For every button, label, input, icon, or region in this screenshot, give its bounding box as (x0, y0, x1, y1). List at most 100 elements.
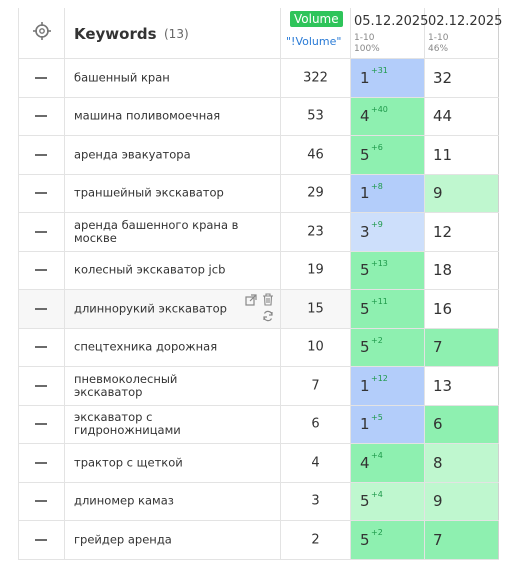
remove-keyword-icon[interactable] (35, 538, 47, 541)
table-row: пневмоколесный экскаватор 7 1 +12 13 (19, 367, 499, 406)
position-cell[interactable]: 5 +13 (351, 251, 425, 289)
position-cell[interactable]: 7 (425, 328, 499, 366)
table-row: трактор с щеткой 4 4 +4 8 (19, 444, 499, 483)
remove-keyword-icon[interactable] (35, 192, 47, 195)
position-cell[interactable]: 5 +6 (351, 136, 425, 174)
remove-keyword-icon[interactable] (35, 230, 47, 233)
table-row: длиномер камаз 3 5 +4 9 (19, 482, 499, 521)
position-cell[interactable]: 16 (425, 290, 499, 328)
position-cell[interactable]: 1 +12 (351, 367, 425, 405)
position-change: +12 (371, 374, 388, 383)
remove-keyword-icon[interactable] (35, 153, 47, 156)
refresh-icon[interactable] (262, 310, 274, 322)
keyword-text: спецтехника дорожная (74, 339, 218, 354)
position-cell[interactable]: 1 +8 (351, 174, 425, 212)
position-cell[interactable]: 5 +11 (351, 290, 425, 328)
keyword-text: длиномер камаз (74, 493, 174, 508)
position-cell[interactable]: 3 +9 (351, 213, 425, 251)
position-cell[interactable]: 4 +40 (351, 97, 425, 135)
date-column-header-1[interactable]: 05.12.2025 1-10 100% (351, 8, 429, 58)
position-cell[interactable]: 13 (425, 367, 499, 405)
keyword-text: длиннорукий экскаватор (74, 301, 227, 316)
table-row: траншейный экскаватор 29 1 +8 9 (19, 174, 499, 213)
remove-keyword-icon[interactable] (35, 269, 47, 272)
date-column-header-2[interactable]: 02.12.2025 1-10 46% (425, 8, 502, 58)
position-cell[interactable]: 1 +31 (351, 59, 425, 97)
exact-volume-link[interactable]: "!Volume" (286, 35, 342, 48)
volume-value: 53 (307, 108, 324, 124)
position-value: 32 (433, 68, 453, 87)
position-value: 16 (433, 299, 453, 318)
position-value: 13 (433, 376, 453, 395)
volume-value: 46 (307, 147, 324, 163)
position-cell[interactable]: 7 (425, 521, 499, 559)
volume-value: 322 (303, 70, 328, 86)
position-cell[interactable]: 32 (425, 59, 499, 97)
table-row: экскаватор с гидроножницами 6 1 +5 6 (19, 405, 499, 444)
position-value: 4 (360, 107, 370, 126)
keyword-text: колесный экскаватор jcb (74, 262, 226, 277)
keyword-text: машина поливомоечная (74, 108, 221, 123)
table-row: длиннорукий экскаватор 15 5 +11 16 (19, 290, 499, 329)
position-change: +9 (371, 220, 383, 229)
volume-value: 19 (307, 262, 324, 278)
volume-value: 4 (311, 455, 320, 471)
remove-keyword-icon[interactable] (35, 500, 47, 503)
position-change: +13 (371, 258, 388, 268)
position-cell[interactable]: 9 (425, 482, 499, 520)
remove-keyword-icon[interactable] (35, 384, 47, 387)
position-value: 7 (433, 530, 443, 549)
position-cell[interactable]: 5 +4 (351, 482, 425, 520)
position-change: +4 (371, 451, 383, 460)
volume-value: 7 (311, 378, 320, 394)
position-cell[interactable]: 8 (425, 444, 499, 482)
keyword-text: башенный кран (74, 70, 170, 85)
remove-keyword-icon[interactable] (35, 423, 47, 426)
date-range-label: 1-10 (428, 33, 449, 43)
position-value: 1 (360, 68, 370, 87)
keyword-text: экскаватор с гидроножницами (74, 410, 181, 438)
position-cell[interactable]: 12 (425, 213, 499, 251)
table-row: машина поливомоечная 53 4 +40 44 (19, 97, 499, 136)
remove-keyword-icon[interactable] (35, 76, 47, 79)
trash-icon[interactable] (262, 293, 274, 306)
position-value: 3 (360, 222, 370, 241)
position-cell[interactable]: 5 +2 (351, 328, 425, 366)
remove-keyword-icon[interactable] (35, 115, 47, 118)
position-cell[interactable]: 5 +2 (351, 521, 425, 559)
table-row: грейдер аренда 2 5 +2 7 (19, 521, 499, 560)
keyword-text: траншейный экскаватор (74, 185, 224, 200)
position-value: 4 (360, 453, 370, 472)
position-value: 5 (360, 338, 370, 357)
volume-sort-button[interactable]: Volume (290, 11, 343, 27)
position-cell[interactable]: 1 +5 (351, 405, 425, 443)
remove-keyword-icon[interactable] (35, 346, 47, 349)
position-cell[interactable]: 6 (425, 405, 499, 443)
table-row: колесный экскаватор jcb 19 5 +13 18 (19, 251, 499, 290)
position-value: 11 (433, 145, 453, 164)
position-value: 18 (433, 261, 453, 280)
position-cell[interactable]: 44 (425, 97, 499, 135)
date-label: 05.12.2025 (354, 14, 429, 29)
position-cell[interactable]: 11 (425, 136, 499, 174)
position-cell[interactable]: 4 +4 (351, 444, 425, 482)
position-value: 1 (360, 184, 370, 203)
position-cell[interactable]: 18 (425, 251, 499, 289)
remove-keyword-icon[interactable] (35, 461, 47, 464)
keywords-count: (13) (164, 27, 189, 41)
position-change: +4 (371, 489, 383, 499)
position-cell[interactable]: 9 (425, 174, 499, 212)
header-controls-cell (19, 8, 65, 58)
keywords-title[interactable]: Keywords (74, 25, 157, 43)
position-value: 8 (433, 453, 443, 472)
crosshair-icon[interactable] (33, 22, 51, 40)
position-value: 9 (433, 492, 443, 511)
volume-value: 15 (307, 301, 324, 317)
position-value: 5 (360, 492, 370, 511)
keywords-header[interactable]: Keywords (13) (65, 8, 281, 58)
table-row: башенный кран 322 1 +31 32 (19, 59, 499, 98)
volume-value: 10 (307, 339, 324, 355)
remove-keyword-icon[interactable] (35, 307, 47, 310)
external-link-icon[interactable] (245, 294, 257, 306)
position-change: +2 (371, 528, 383, 537)
